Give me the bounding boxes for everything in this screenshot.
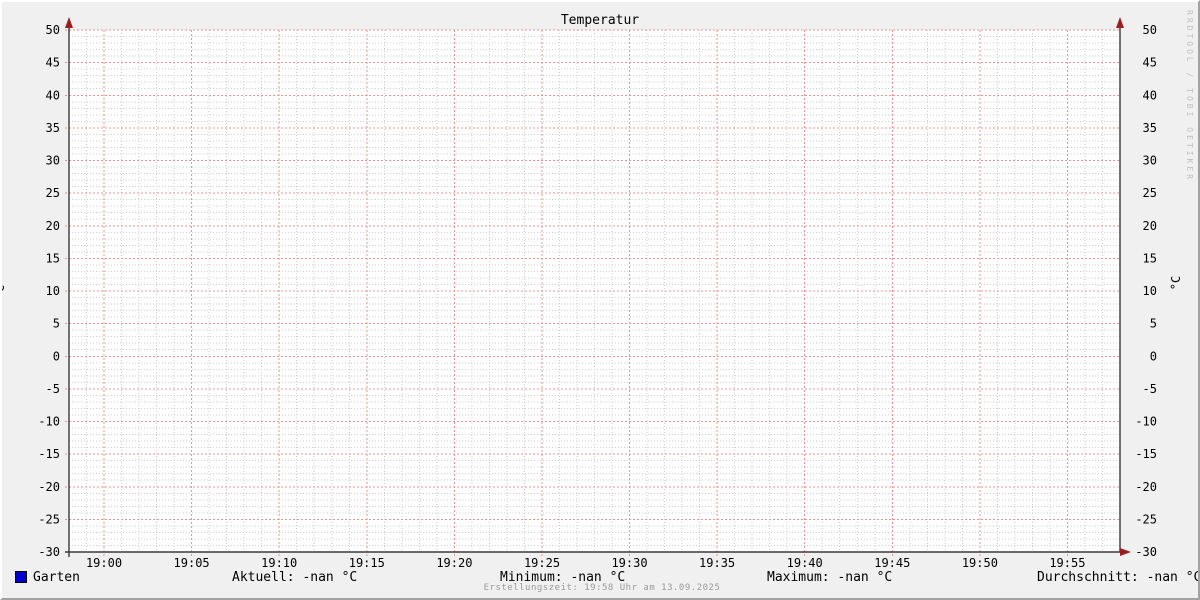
svg-text:19:05: 19:05: [174, 556, 210, 570]
svg-text:-10: -10: [1135, 415, 1157, 429]
svg-text:19:45: 19:45: [874, 556, 910, 570]
creation-timestamp: Erstellungszeit: 19:58 Uhr am 13.09.2025: [483, 583, 721, 593]
stat-minimum: Minimum: -nan °C: [500, 570, 626, 585]
svg-text:-25: -25: [38, 512, 60, 526]
svg-text:5: 5: [1150, 317, 1157, 331]
svg-text:-30: -30: [1135, 545, 1157, 559]
svg-text:20: 20: [1143, 219, 1157, 233]
svg-text:20: 20: [46, 219, 60, 233]
svg-text:-30: -30: [38, 545, 60, 559]
svg-text:45: 45: [46, 56, 60, 70]
svg-text:19:20: 19:20: [436, 556, 472, 570]
legend-swatch-garten: [15, 571, 27, 583]
svg-text:25: 25: [1143, 186, 1157, 200]
stat-durchschnitt: Durchschnitt: -nan °C: [1037, 570, 1200, 585]
svg-text:25: 25: [46, 186, 60, 200]
svg-text:50: 50: [1143, 23, 1157, 37]
svg-text:-25: -25: [1135, 512, 1157, 526]
stat-aktuell: Aktuell: -nan °C: [232, 570, 358, 585]
svg-text:19:35: 19:35: [699, 556, 735, 570]
svg-text:19:55: 19:55: [1049, 556, 1085, 570]
axes: [65, 17, 1131, 557]
svg-text:30: 30: [46, 154, 60, 168]
svg-text:-20: -20: [1135, 480, 1157, 494]
grid-minor: [69, 30, 1120, 552]
svg-text:19:40: 19:40: [787, 556, 823, 570]
y-axis-unit-left: °C: [0, 284, 8, 300]
svg-text:19:15: 19:15: [349, 556, 385, 570]
svg-text:19:25: 19:25: [524, 556, 560, 570]
svg-text:-5: -5: [1143, 382, 1157, 396]
svg-text:50: 50: [46, 23, 60, 37]
svg-text:35: 35: [1143, 121, 1157, 135]
svg-text:15: 15: [1143, 251, 1157, 265]
svg-text:-10: -10: [38, 415, 60, 429]
svg-text:35: 35: [46, 121, 60, 135]
svg-text:19:50: 19:50: [962, 556, 998, 570]
svg-text:0: 0: [1150, 349, 1157, 363]
svg-text:15: 15: [46, 251, 60, 265]
chart-title: Temperatur: [560, 13, 640, 28]
svg-text:-15: -15: [38, 447, 60, 461]
svg-text:40: 40: [46, 88, 60, 102]
legend-label-garten: Garten: [33, 570, 80, 585]
rrdtool-watermark: RRDTOOL / TOBI OETIKER: [1185, 10, 1194, 182]
svg-text:40: 40: [1143, 88, 1157, 102]
x-tick-labels: 19:00 19:05 19:10 19:15 19:20 19:25 19:30 19:35…: [86, 556, 1086, 570]
svg-text:10: 10: [1143, 284, 1157, 298]
svg-text:-5: -5: [46, 382, 60, 396]
svg-text:-20: -20: [38, 480, 60, 494]
svg-text:19:30: 19:30: [611, 556, 647, 570]
svg-text:10: 10: [46, 284, 60, 298]
svg-text:0: 0: [53, 349, 60, 363]
svg-text:45: 45: [1143, 56, 1157, 70]
svg-text:19:10: 19:10: [261, 556, 297, 570]
y-axis-unit-right: °C: [1169, 275, 1184, 291]
svg-text:19:00: 19:00: [86, 556, 122, 570]
svg-text:5: 5: [53, 317, 60, 331]
svg-text:30: 30: [1143, 154, 1157, 168]
svg-text:-15: -15: [1135, 447, 1157, 461]
stat-maximum: Maximum: -nan °C: [767, 570, 893, 585]
